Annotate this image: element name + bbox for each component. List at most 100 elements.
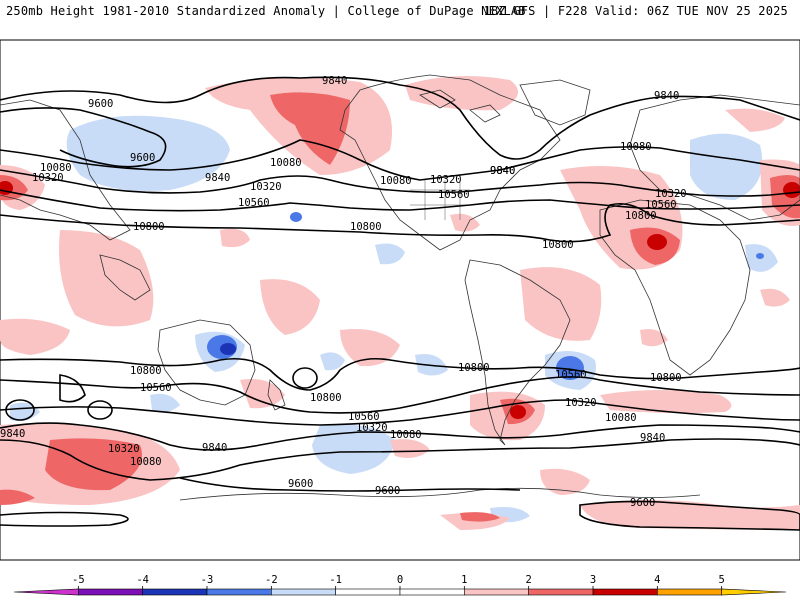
contour-label: 10800 [133, 221, 165, 233]
anomaly-area [240, 379, 285, 409]
colorbar-tick-label: -2 [265, 574, 278, 586]
coastline-indonesia [99, 254, 151, 301]
contour-label: 10800 [458, 362, 490, 374]
contour-label: 10080 [380, 175, 412, 187]
contour-label: 10800 [650, 372, 682, 384]
anomaly-area [0, 318, 70, 355]
coastline-greenland [519, 79, 591, 126]
anomaly-area [45, 438, 142, 491]
contour-label: 9600 [130, 152, 155, 164]
anomaly-area [220, 228, 250, 248]
contour-label: 10320 [565, 397, 597, 409]
coastline-antarctica [179, 487, 701, 501]
colorbar-segment [335, 588, 401, 596]
contour-label: 10080 [605, 412, 637, 424]
colorbar-tick-label: -1 [329, 574, 342, 586]
anomaly-area [725, 108, 785, 132]
colorbar-segment [657, 588, 722, 596]
contour-labels: 9840 9600 9600 9840 10080 10080 10320 10… [0, 75, 687, 509]
colorbar-segment [399, 588, 465, 596]
contour-label: 10800 [542, 239, 574, 251]
contour-label: 9600 [288, 478, 313, 490]
colorbar-segment [464, 588, 529, 596]
contour-label: 10560 [140, 382, 172, 394]
coastline-north-america [339, 74, 561, 251]
contour-closed-low [292, 367, 318, 389]
height-contours [0, 76, 800, 531]
contour-label: 10320 [430, 174, 462, 186]
anomaly-core [647, 234, 667, 250]
contour-label: 10560 [645, 199, 677, 211]
anomaly-area [690, 133, 763, 200]
colorbar-tick-label: 4 [654, 574, 660, 586]
anomaly-area [59, 230, 154, 327]
anomaly-area [540, 468, 590, 495]
contour-label: 10560 [348, 411, 380, 423]
coastline-eurasia [629, 94, 800, 221]
anomaly-area [260, 279, 320, 335]
contour-label: 10320 [108, 443, 140, 455]
coastline-asia-west [0, 99, 131, 241]
contour-label: 9600 [630, 497, 655, 509]
contour-9600-southwest [0, 511, 129, 527]
contour-label: 10800 [350, 221, 382, 233]
contour-label: 9600 [88, 98, 113, 110]
contour-label: 10560 [438, 189, 470, 201]
contour-10800-south [0, 357, 800, 391]
contour-label: 10320 [32, 172, 64, 184]
colorbar-legend: -5 -4 -3 -2 -1 0 1 2 3 4 5 [13, 574, 787, 596]
contour-label: 9600 [375, 485, 400, 497]
colorbar-segment [271, 588, 336, 596]
contour-9600-south [179, 477, 521, 492]
colorbar-segment [78, 588, 143, 596]
contour-label: 9840 [490, 165, 515, 177]
contour-10560-south [0, 376, 800, 414]
us-state-borders [410, 180, 470, 220]
anomaly-core [290, 212, 302, 222]
anomaly-core [220, 343, 236, 355]
contour-label: 9840 [202, 442, 227, 454]
contour-10080-north [0, 139, 800, 181]
contour-label: 10560 [555, 369, 587, 381]
anomaly-area [450, 213, 480, 232]
contour-9600-southeast [579, 500, 800, 531]
colorbar-segment [721, 588, 787, 596]
anomaly-core [756, 253, 764, 259]
colorbar-tick-label: -4 [136, 574, 149, 586]
model-run-info: 18Z GFS | F228 Valid: 06Z TUE NOV 25 202… [483, 4, 788, 18]
contour-label: 9840 [0, 428, 25, 440]
anomaly-area [405, 76, 518, 111]
contour-label: 10800 [130, 365, 162, 377]
colorbar-tick-label: 2 [526, 574, 532, 586]
contour-label: 10080 [390, 429, 422, 441]
contour-label: 10320 [250, 181, 282, 193]
anomaly-area [520, 267, 602, 341]
contour-label: 9840 [205, 172, 230, 184]
colorbar-tick-label: 1 [461, 574, 467, 586]
anomaly-area [312, 424, 395, 474]
contour-9840-north [0, 76, 800, 160]
contour-10800-north [0, 202, 800, 243]
contour-label: 9840 [490, 165, 515, 177]
coastline-south-america [464, 259, 571, 446]
anomaly-area [760, 288, 790, 307]
contour-closed-low [87, 400, 113, 420]
contour-label: 10800 [625, 210, 657, 222]
contour-label: 10800 [310, 392, 342, 404]
colorbar-segment [528, 588, 594, 596]
anomaly-core [556, 356, 584, 380]
contour-label: 10320 [356, 422, 388, 434]
contour-label: 10560 [238, 197, 270, 209]
contour-10320-south [0, 399, 800, 426]
coastlines [0, 74, 800, 501]
state-border-line [410, 180, 470, 220]
colorbar-tick-label: 5 [719, 574, 725, 586]
colorbar-segment [592, 588, 658, 596]
contour-label: 10080 [40, 162, 72, 174]
anomaly-area [150, 393, 180, 413]
map-title: 250mb Height 1981-2010 Standardized Anom… [6, 4, 526, 18]
contour-label: 10080 [130, 456, 162, 468]
contour-label: 10080 [270, 157, 302, 169]
colorbar-tick-label: 0 [397, 574, 403, 586]
